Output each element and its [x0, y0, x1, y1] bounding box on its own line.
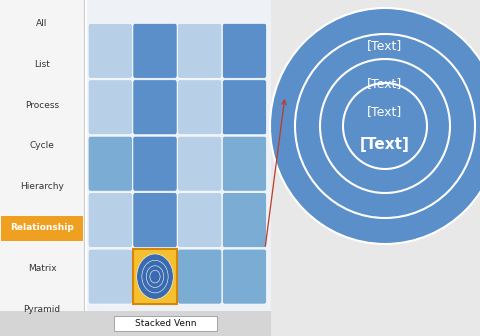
Circle shape — [137, 254, 173, 299]
Ellipse shape — [295, 34, 475, 218]
Circle shape — [142, 260, 168, 293]
FancyBboxPatch shape — [88, 23, 132, 78]
Text: [Text]: [Text] — [367, 40, 403, 52]
Text: Stacked Venn: Stacked Venn — [135, 319, 196, 328]
Ellipse shape — [270, 8, 480, 244]
Circle shape — [150, 270, 160, 283]
Circle shape — [146, 266, 164, 288]
Text: Process: Process — [25, 100, 59, 110]
Text: [Text]: [Text] — [367, 78, 403, 90]
FancyBboxPatch shape — [133, 136, 177, 191]
FancyBboxPatch shape — [0, 311, 271, 336]
FancyBboxPatch shape — [133, 193, 177, 248]
FancyBboxPatch shape — [88, 80, 132, 135]
Ellipse shape — [343, 83, 427, 169]
FancyBboxPatch shape — [222, 80, 266, 135]
FancyBboxPatch shape — [178, 80, 222, 135]
Text: Hierarchy: Hierarchy — [20, 182, 64, 191]
Text: [Text]: [Text] — [367, 106, 403, 119]
FancyBboxPatch shape — [133, 23, 177, 78]
FancyBboxPatch shape — [114, 316, 217, 331]
FancyBboxPatch shape — [222, 249, 266, 304]
FancyBboxPatch shape — [1, 216, 83, 241]
FancyBboxPatch shape — [178, 136, 222, 191]
FancyBboxPatch shape — [88, 136, 132, 191]
Text: All: All — [36, 19, 48, 28]
Text: Relationship: Relationship — [10, 223, 74, 232]
FancyBboxPatch shape — [178, 249, 222, 304]
FancyBboxPatch shape — [133, 80, 177, 135]
FancyBboxPatch shape — [222, 136, 266, 191]
FancyBboxPatch shape — [87, 0, 271, 311]
FancyBboxPatch shape — [178, 193, 222, 248]
FancyBboxPatch shape — [88, 249, 132, 304]
FancyBboxPatch shape — [133, 249, 177, 304]
Text: List: List — [34, 60, 50, 69]
Text: Pyramid: Pyramid — [24, 305, 60, 313]
Ellipse shape — [320, 59, 450, 193]
FancyBboxPatch shape — [222, 23, 266, 78]
FancyBboxPatch shape — [0, 0, 84, 311]
Text: Matrix: Matrix — [28, 264, 56, 273]
FancyBboxPatch shape — [88, 193, 132, 248]
Text: Cycle: Cycle — [30, 141, 54, 151]
FancyBboxPatch shape — [178, 23, 222, 78]
FancyBboxPatch shape — [222, 193, 266, 248]
FancyBboxPatch shape — [0, 0, 271, 336]
Text: [Text]: [Text] — [360, 136, 410, 152]
